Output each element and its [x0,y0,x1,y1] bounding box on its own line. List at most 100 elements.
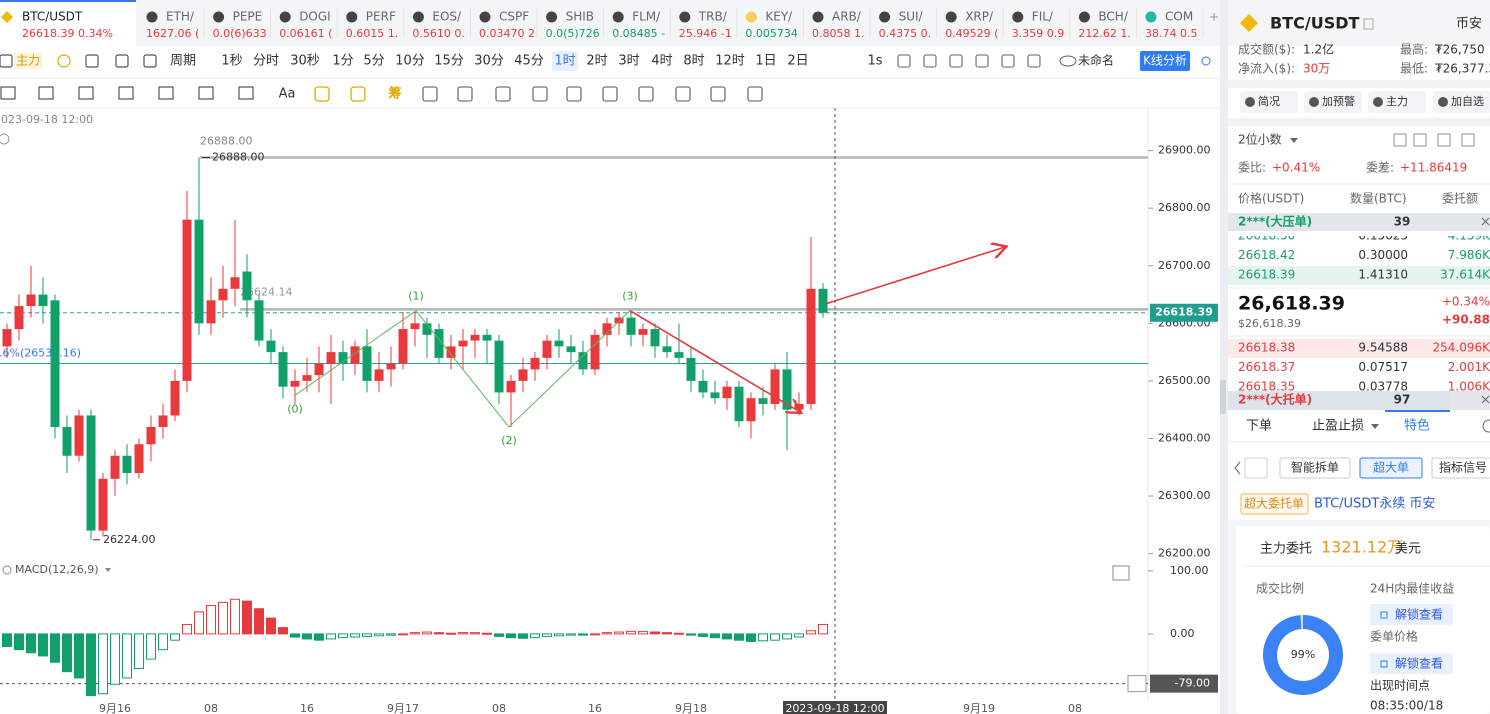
tool-icon[interactable] [897,54,911,68]
tab-name[interactable]: COM [1165,10,1193,24]
interval-button[interactable]: 1分 [332,54,353,69]
chip[interactable] [1359,457,1423,479]
draw-tool[interactable] [422,86,438,102]
unlock-button[interactable] [1370,653,1453,674]
tool-icon[interactable] [143,54,157,68]
tab-name[interactable]: SUI/ [899,10,924,24]
tab-name[interactable]: BTC/USDT [22,10,83,24]
tool-icon[interactable] [923,54,937,68]
tab-name[interactable]: CSPF [499,10,529,24]
action-label[interactable]: 简况 [1258,94,1280,108]
interval-button[interactable]: 3时 [618,54,639,69]
tab-name[interactable]: ETH/ [166,10,195,24]
action-button[interactable] [1304,91,1362,113]
draw-tool[interactable] [638,86,654,102]
view-icon[interactable] [1437,133,1451,147]
tool-icon[interactable] [949,54,963,68]
interval-button[interactable]: 45分 [514,54,544,69]
interval-button[interactable]: 4时 [651,54,672,69]
precision-select[interactable]: 2位小数 [1238,132,1282,147]
draw-tool[interactable] [566,86,582,102]
draw-tool[interactable] [747,86,763,102]
interval-button[interactable]: 2时 [586,54,607,69]
draw-tool[interactable] [457,86,473,102]
tab-name[interactable]: FLM/ [632,10,661,24]
tab-name[interactable]: XRP/ [965,10,994,24]
interval-button[interactable]: 1日 [755,54,776,69]
interval-button[interactable]: 12时 [715,54,745,69]
tool-icon[interactable] [85,54,99,68]
draw-tool[interactable] [675,86,691,102]
zoom-icon[interactable] [1112,565,1130,581]
draw-tool[interactable] [0,86,16,100]
panel-tab[interactable]: 止盈止损 [1312,419,1364,434]
unlock-label[interactable]: 解锁查看 [1395,607,1443,622]
period-label[interactable]: 周期 [170,54,196,69]
action-label[interactable]: 加预警 [1322,94,1355,108]
chip-label[interactable]: 智能拆单 [1291,460,1339,475]
draw-tool[interactable] [710,86,726,102]
draw-tool[interactable] [38,86,54,100]
add-button[interactable] [1127,675,1147,693]
action-label[interactable]: 主力 [1386,95,1408,108]
speed-button[interactable]: 1s [867,54,882,69]
action-label[interactable]: 加自选 [1451,95,1484,108]
action-button[interactable] [1433,91,1490,113]
tool-icon[interactable] [1027,54,1041,68]
view-icon[interactable] [1461,133,1475,147]
tab-name[interactable]: PEPE [233,10,263,24]
interval-button[interactable]: 1秒 [221,54,242,69]
action-button[interactable] [1368,91,1426,113]
draw-tool[interactable] [532,86,548,102]
tab-name[interactable]: ARB/ [832,10,862,24]
tool-icon[interactable] [975,54,989,68]
unlock-button[interactable] [1370,604,1453,625]
tab-name[interactable]: DOGI [299,10,331,24]
chip-tool[interactable]: 筹 [388,86,401,102]
draw-tool[interactable] [238,86,254,100]
layout-name[interactable]: 未命名 [1078,53,1114,68]
analysis-label[interactable]: K线分析 [1143,54,1187,68]
panel-tab[interactable]: 特色 [1404,418,1430,434]
action-button[interactable] [1240,91,1298,113]
view-icon[interactable] [1413,133,1427,147]
chip-label[interactable]: 超大单 [1373,460,1409,475]
interval-button[interactable]: 15分 [434,54,464,69]
tab-name[interactable]: BCH/ [1098,10,1128,24]
draw-tool[interactable] [495,86,511,102]
interval-button[interactable]: 5分 [363,54,384,69]
interval-button[interactable]: 8时 [683,54,704,69]
interval-button[interactable]: 2日 [787,54,808,69]
tab-name[interactable]: KEY/ [765,10,793,24]
tab-name[interactable]: SHIB [566,10,594,24]
analysis-button[interactable] [1140,51,1190,71]
tool-icon[interactable] [1001,54,1015,68]
draw-tool[interactable] [198,86,214,100]
draw-tool[interactable] [602,86,618,102]
chip-label[interactable]: 指标信号 [1439,460,1487,475]
tool-icon[interactable] [115,54,129,68]
draw-tool[interactable] [158,86,174,100]
draw-tool[interactable] [314,86,330,102]
draw-tool[interactable] [118,86,134,100]
divider-handle[interactable] [1220,380,1226,414]
tab-name[interactable]: TRB/ [698,10,728,24]
tool-icon[interactable] [0,54,13,68]
chip[interactable] [1431,457,1490,479]
tab-name[interactable]: FIL/ [1032,10,1054,24]
draw-tool[interactable] [350,86,366,102]
text-tool[interactable]: Aa [279,87,296,102]
unlock-label[interactable]: 解锁查看 [1395,656,1443,671]
interval-button[interactable]: 分时 [253,54,279,69]
panel-tab[interactable]: 下单 [1246,419,1272,434]
tab-name[interactable]: EOS/ [432,10,462,24]
view-icon[interactable] [1393,133,1407,147]
interval-button[interactable]: 1时 [554,54,575,69]
chip[interactable] [1279,457,1351,479]
interval-button[interactable]: 30分 [474,54,504,69]
draw-tool[interactable] [78,86,94,100]
main-label[interactable]: 主力 [16,54,40,68]
tab-name[interactable]: PERF [366,10,396,24]
interval-button[interactable]: 30秒 [290,54,320,69]
interval-button[interactable]: 10分 [395,54,425,69]
